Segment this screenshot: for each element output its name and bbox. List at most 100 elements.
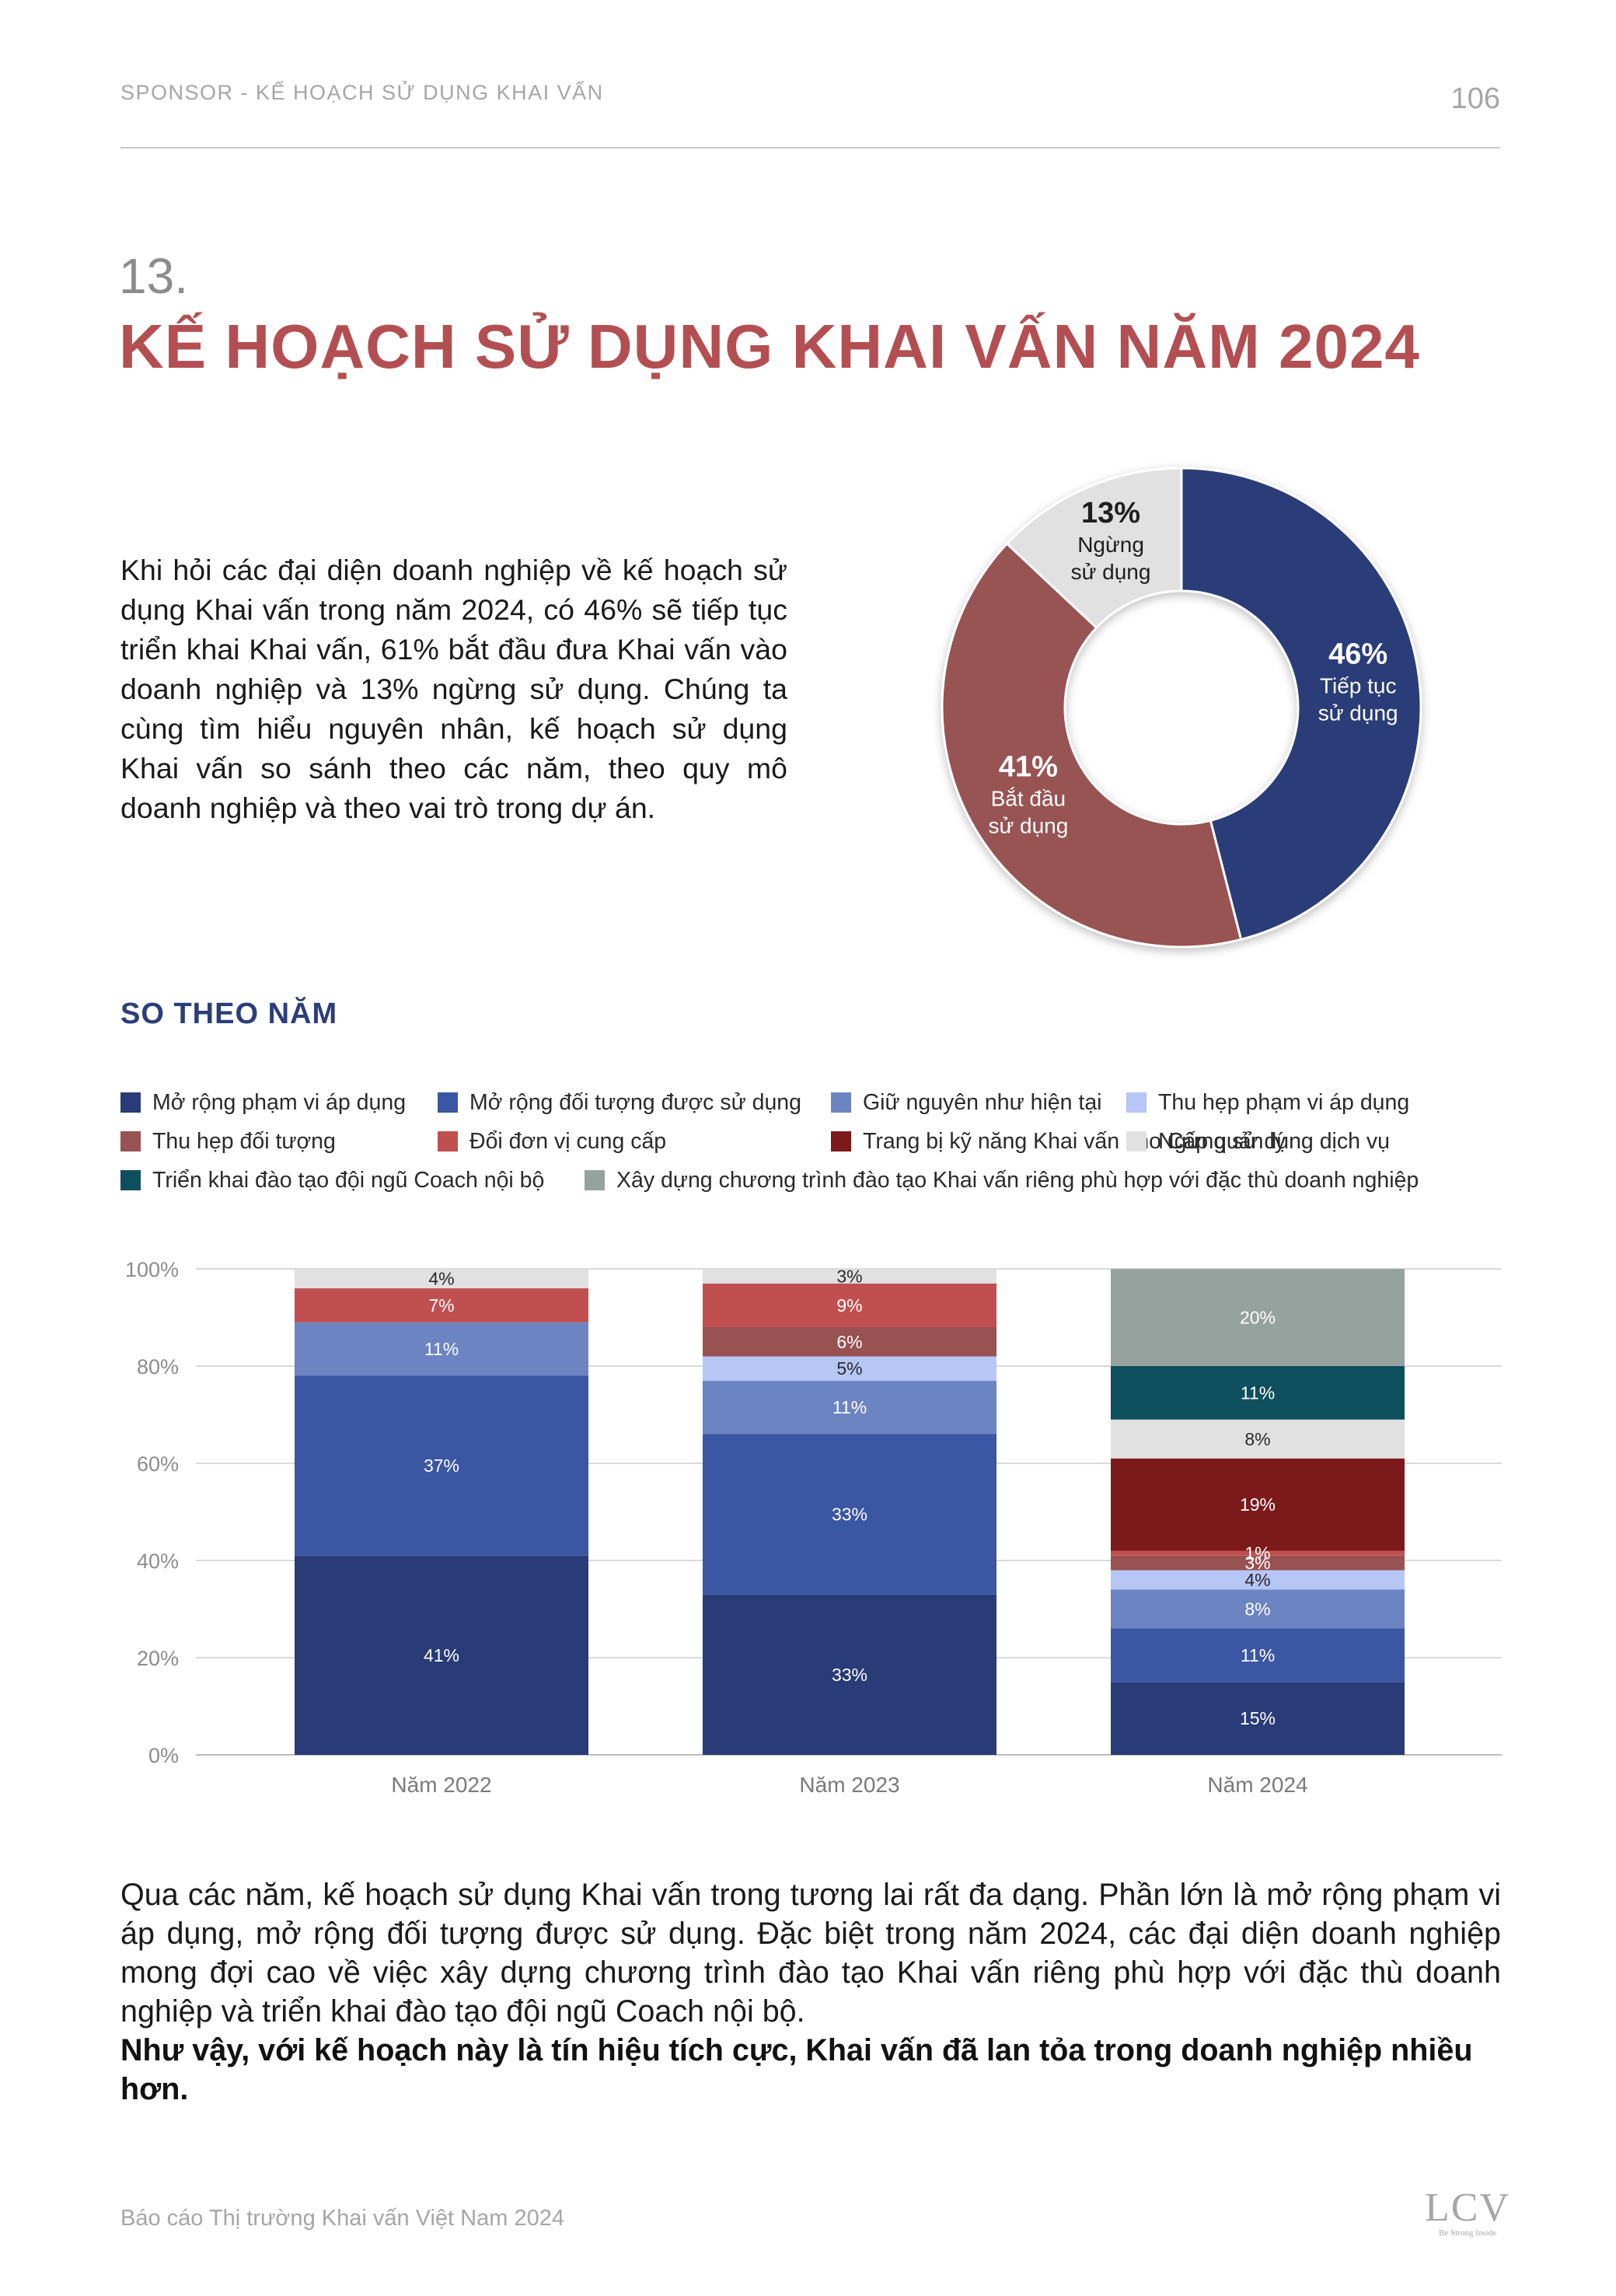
y-tick-label: 80%: [137, 1355, 179, 1379]
donut-slice-label: Ngừng: [1077, 533, 1144, 557]
bar-segment: [1111, 1366, 1405, 1420]
legend-item: Triển khai đào tạo đội ngũ Coach nội bộ: [120, 1168, 544, 1193]
section-number: 13.: [119, 248, 188, 304]
bar-value-label: 11%: [832, 1397, 867, 1417]
bar-segment: [295, 1322, 588, 1376]
bar-segment: [295, 1288, 588, 1323]
chart-legend: Mở rộng phạm vi áp dụng Mở rộng đối tượng…: [120, 1083, 1566, 1200]
bar-segment: [1111, 1628, 1405, 1683]
legend-item: Thu hẹp đối tượng: [120, 1129, 336, 1155]
header-section-label: SPONSOR - KẾ HOẠCH SỬ DỤNG KHAI VẤN: [120, 81, 604, 104]
legend-label: Thu hẹp phạm vi áp dụng: [1158, 1089, 1410, 1115]
logo-text: LCV: [1425, 2186, 1510, 2230]
donut-slice-label: sử dụng: [1071, 560, 1151, 584]
bar-segment: [295, 1375, 588, 1556]
bar-value-label: 33%: [832, 1504, 867, 1525]
bar-value-label: 41%: [424, 1645, 459, 1665]
bar-value-label: 11%: [1241, 1645, 1275, 1665]
bar-segment: [703, 1356, 996, 1381]
donut-slice-label: Bắt đầu: [991, 787, 1066, 811]
bar-value-label: 11%: [424, 1339, 459, 1359]
legend-swatch: [438, 1131, 458, 1151]
legend-swatch: [120, 1092, 141, 1113]
page-number: 106: [1450, 82, 1500, 115]
legend-item: Thu hẹp phạm vi áp dụng: [1126, 1090, 1409, 1116]
page-title: KẾ HOẠCH SỬ DỤNG KHAI VẤN NĂM 2024: [119, 312, 1420, 381]
bar-segment: [703, 1327, 996, 1357]
donut-pct-label: 13%: [1081, 497, 1140, 529]
legend-swatch: [120, 1131, 141, 1151]
bar-value-label: 4%: [1244, 1570, 1270, 1590]
legend-label: Đổi đơn vị cung cấp: [469, 1128, 667, 1154]
donut-slice-label: sử dụng: [1318, 701, 1398, 725]
conclusion-paragraph: Qua các năm, kế hoạch sử dụng Khai vấn t…: [120, 1878, 1501, 2029]
legend-item: Ngừng sử dụng dịch vụ: [1126, 1129, 1390, 1155]
legend-row: Mở rộng phạm vi áp dụng Mở rộng đối tượng…: [120, 1083, 1566, 1122]
footer-report-title: Báo cáo Thị trường Khai vấn Việt Nam 202…: [120, 2206, 564, 2231]
bar-value-label: 1%: [1244, 1543, 1270, 1564]
donut-slice-label: Tiếp tục: [1320, 673, 1397, 697]
bar-segment: [1111, 1682, 1405, 1755]
bar-segment: [1111, 1589, 1405, 1629]
bar-segment: [1111, 1555, 1405, 1571]
y-tick-label: 40%: [137, 1550, 179, 1573]
donut-slice: [1180, 467, 1422, 942]
legend-item: Đổi đơn vị cung cấp: [438, 1129, 666, 1155]
footer-logo: LCV Be Strong Inside: [1425, 2188, 1510, 2238]
bar-value-label: 11%: [1241, 1382, 1275, 1403]
bar-value-label: 6%: [836, 1332, 862, 1352]
y-tick-label: 0%: [148, 1744, 179, 1767]
bar-segment: [295, 1269, 588, 1288]
legend-label: Giữ nguyên như hiện tại: [863, 1089, 1102, 1115]
donut-pct-label: 41%: [999, 751, 1058, 784]
legend-item: Giữ nguyên như hiện tại: [831, 1090, 1102, 1116]
legend-label: Mở rộng phạm vi áp dụng: [152, 1089, 407, 1115]
conclusion-highlight: Như vậy, với kế hoạch này là tín hiệu tí…: [120, 2033, 1473, 2106]
bar-segment: [1111, 1458, 1405, 1551]
legend-row: Thu hẹp đối tượng Đổi đơn vị cung cấp Tran…: [120, 1122, 1566, 1161]
bar-segment: [1111, 1570, 1405, 1590]
legend-swatch: [831, 1092, 851, 1113]
bar-value-label: 7%: [428, 1295, 454, 1316]
bar-value-label: 19%: [1240, 1494, 1276, 1515]
legend-swatch: [1126, 1092, 1147, 1113]
legend-swatch: [120, 1170, 141, 1190]
donut-chart: 46% Tiếp tục sử dụng 41% Bắt đầu sử dụng 13% Ng…: [941, 467, 1422, 949]
bar-value-label: 8%: [1244, 1429, 1270, 1449]
bar-segment: [1111, 1419, 1405, 1459]
bar-segment: [703, 1594, 996, 1755]
bar-value-label: 3%: [1244, 1553, 1270, 1573]
legend-item: Trang bị kỹ năng Khai vấn cho Cấp quản l…: [831, 1129, 1286, 1155]
x-category-label: Năm 2024: [1207, 1773, 1307, 1797]
header-divider: [120, 147, 1500, 149]
y-tick-label: 60%: [137, 1452, 179, 1476]
chart-subtitle: SO THEO NĂM: [120, 998, 338, 1030]
legend-item: Mở rộng phạm vi áp dụng: [120, 1090, 406, 1116]
bar-segment: [703, 1283, 996, 1327]
y-tick-label: 20%: [137, 1647, 179, 1670]
legend-swatch: [1126, 1131, 1147, 1151]
legend-row: Triển khai đào tạo đội ngũ Coach nội bộ X…: [120, 1161, 1566, 1200]
donut-slice-label: sử dụng: [988, 814, 1068, 838]
legend-item: Mở rộng đối tượng được sử dụng: [438, 1090, 801, 1116]
bar-segment: [703, 1434, 996, 1595]
legend-label: Ngừng sử dụng dịch vụ: [1158, 1128, 1390, 1154]
bar-value-label: 5%: [836, 1358, 862, 1379]
legend-label: Thu hẹp đối tượng: [152, 1128, 336, 1154]
legend-label: Xây dựng chương trình đào tạo Khai vấn r…: [616, 1167, 1419, 1193]
intro-paragraph: Khi hỏi các đại diện doanh nghiệp về kế …: [120, 554, 787, 824]
bar-value-label: 37%: [424, 1456, 459, 1476]
bar-segment: [1111, 1550, 1405, 1556]
legend-label: Trang bị kỹ năng Khai vấn cho Cấp quản l…: [863, 1128, 1286, 1154]
logo-tagline: Be Strong Inside: [1439, 2228, 1496, 2238]
bar-segment: [703, 1269, 996, 1284]
legend-label: Mở rộng đối tượng được sử dụng: [469, 1089, 801, 1115]
bar-value-label: 20%: [1240, 1308, 1276, 1328]
x-category-label: Năm 2022: [391, 1773, 491, 1797]
legend-label: Triển khai đào tạo đội ngũ Coach nội bộ: [152, 1167, 545, 1193]
legend-swatch: [585, 1170, 605, 1190]
y-tick-label: 100%: [125, 1258, 179, 1281]
legend-swatch: [438, 1092, 458, 1113]
legend-item: Xây dựng chương trình đào tạo Khai vấn r…: [585, 1168, 1419, 1193]
bar-value-label: 9%: [836, 1295, 862, 1316]
